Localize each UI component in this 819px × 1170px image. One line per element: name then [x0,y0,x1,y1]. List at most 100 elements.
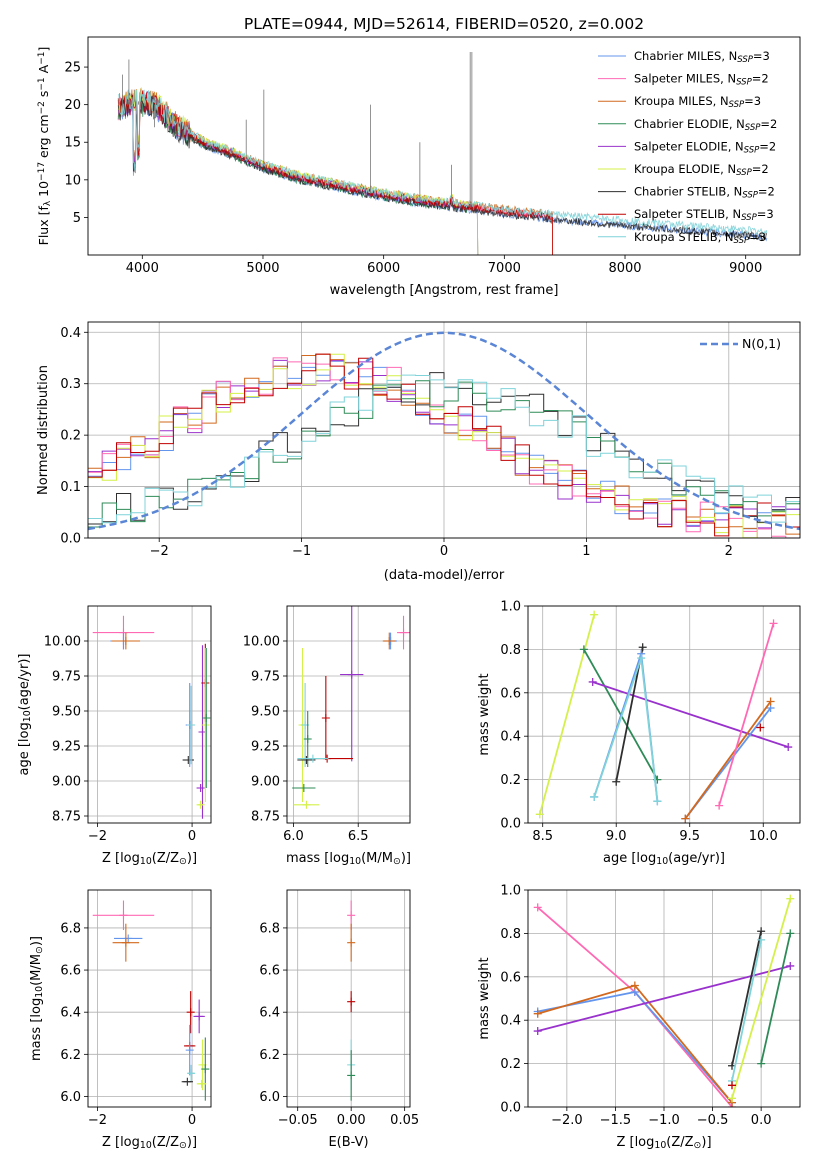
ylabel-part: λ [43,200,53,206]
panel-weight-vs-Z: −2.0 −1.5 −1.0 −0.5 0.0 0.0 0.2 0.4 0.6 0.8 1.0 [500,884,801,1128]
panel-residuals: −2 −1 0 1 2 0.0 0.1 0.2 0.3 0.4 [60,321,801,559]
legend-sub: SSP [741,213,757,223]
x-tick-label: 0.00 [337,1113,366,1128]
weight-point [728,1081,736,1090]
legend-label: Chabrier ELODIE, NSSP=2 [634,117,777,133]
errorbar-point [308,754,317,763]
massZ-ylabel: mass [log10(M/M⊙)] [29,936,45,1061]
weight-point [612,777,621,786]
y-tick-label: 6.6 [60,964,81,979]
legend-label: Chabrier STELIB, NSSP=2 [634,185,775,201]
y-tick-label: 6.2 [259,1048,280,1063]
legend-gauss-label: N(0,1) [742,336,781,351]
label-part: 10 [34,986,45,998]
errorbar-point [121,637,130,645]
y-tick-label: 0.0 [500,817,521,832]
ylabel-part: Flux [f [36,206,51,246]
errorbar-point [119,911,128,920]
errorbar-point [303,735,312,743]
weight-point [533,1009,542,1018]
legend-sub: SSP [736,168,752,178]
errorbar-point [183,1077,192,1086]
legend-series-name: Kroupa STELIB, N [634,230,734,244]
weight-point [784,743,793,752]
ylabel-part: −17 [37,162,47,181]
legend-sub: SSP [736,78,752,88]
label-part: age [log [17,722,32,775]
weight-point [786,894,795,903]
label-part: )] [401,851,411,866]
weight-series-line [592,681,789,748]
weight-point [638,643,647,652]
spectrum-series-line [117,89,768,237]
errorbar-point [186,1008,195,1017]
weight-point [588,677,597,686]
legend-sub: SSP [729,100,745,110]
x-tick-label: −1 [292,544,311,559]
weight-point [630,981,639,990]
legend-label: Kroupa MILES, NSSP=3 [634,94,761,110]
label-part: ⊙ [694,1140,702,1151]
x-tick-label: 0 [188,829,196,844]
label-part: (age/yr)] [17,654,32,711]
x-tick-label: 0.05 [390,1113,419,1128]
legend-sub: SSP [737,55,753,65]
panel-weight-vs-age: 8.5 9.0 9.5 10.0 0.0 0.2 0.4 0.6 0.8 1.0 [500,600,801,844]
errorbar-point [121,938,130,947]
spectrum-ylabel: Flux [fλ 10−17 erg cm−2 s−1 A−1] [36,47,53,246]
y-tick-label: 0.4 [500,1014,521,1029]
weight-point [757,927,766,936]
axes-frame [286,889,411,1108]
spectrum-xlabel: wavelength [Angstrom, rest frame] [330,283,559,298]
label-part: (Z/Z [152,1135,179,1150]
weight-series-line [593,653,659,802]
histogram-series [88,374,800,524]
label-part: ⊙ [34,946,45,954]
y-tick-label: 8.75 [52,810,81,825]
errorbar-point [399,628,408,637]
figure-title: PLATE=0944, MJD=52614, FIBERID=0520, z=0… [244,15,644,33]
legend-nssp: =3 [749,230,766,244]
errorbar-point [197,1079,206,1088]
legend-nssp: =3 [753,49,770,63]
label-part: 10 [140,856,152,867]
label-part: 10 [656,856,668,867]
y-tick-label: 0.2 [500,1057,521,1072]
errorbar-point [187,1069,196,1078]
legend-nssp: =3 [744,94,761,108]
label-part: 10 [140,1140,152,1151]
ylabel-part: −1 [37,52,47,65]
massZ-xlabel: Z [log10(Z/Z⊙)] [102,1135,197,1151]
ylabel-part: A [36,64,51,77]
y-tick-label: 1.0 [500,600,521,615]
y-tick-label: 15 [64,136,81,151]
histogram-series [88,359,800,529]
y-tick-label: 6.0 [259,1090,280,1105]
plot-area [533,894,795,1107]
ylabel-part: s [36,91,51,102]
x-tick-label: 8.5 [532,829,553,844]
y-tick-label: 9.75 [52,670,81,685]
errorbar-point [202,714,211,722]
label-part: )] [187,851,197,866]
weight-series-line [731,898,792,1099]
axes-frame [87,605,212,824]
weight-point [769,619,778,628]
legend-nssp: =2 [760,117,777,131]
errorbar-point [347,1071,356,1080]
weight-point [590,610,599,619]
label-part: Z [log [102,1135,140,1150]
weight-series-line [537,965,791,1032]
legend-sub: SSP [734,236,750,246]
x-tick-label: −2 [88,829,107,844]
plot-area [117,52,768,255]
y-tick-label: 10.00 [44,635,81,650]
errorbar-point [195,1012,204,1021]
y-tick-label: 6.2 [60,1048,81,1063]
legend-series-name: Kroupa MILES, N [634,94,729,108]
histogram-series [88,353,800,537]
weight-point [533,1027,542,1036]
errorbar-point [302,800,311,809]
errorbar-point [201,1065,210,1074]
